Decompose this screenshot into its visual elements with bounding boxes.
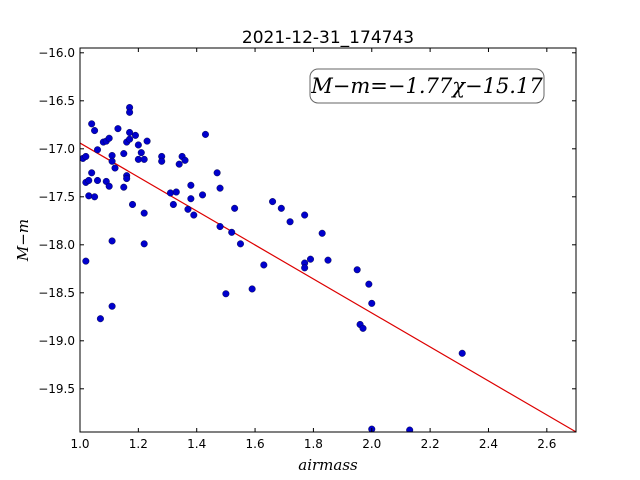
data-point [228,228,236,236]
data-point [368,299,376,307]
data-point [172,188,180,196]
y-tick-label: −19.5 [38,382,75,396]
y-axis-label: M−m [14,219,32,262]
data-point [286,218,294,226]
data-point [318,229,326,237]
y-tick-label: −17.0 [38,142,75,156]
data-point [105,134,113,142]
data-point [359,324,367,332]
data-point [169,200,177,208]
y-tick-label: −16.0 [38,46,75,60]
data-point [120,183,128,191]
x-axis-label: airmass [298,456,358,474]
data-point [184,205,192,213]
x-tick-label: 1.6 [246,437,265,451]
fit-annotation: M−m=−1.77χ−15.17 [310,74,543,98]
data-point [187,181,195,189]
x-tick-label: 1.4 [187,437,206,451]
data-point [94,176,102,184]
data-point [175,160,183,168]
data-point [277,204,285,212]
data-point [458,349,466,357]
data-point [114,125,122,133]
data-point [269,198,277,206]
data-point [108,157,116,165]
data-point [365,280,373,288]
data-point [236,240,244,248]
data-point [134,155,142,163]
data-point [324,256,332,264]
data-point [301,211,309,219]
data-point [140,240,148,248]
y-tick-label: −18.0 [38,238,75,252]
x-tick-label: 2.6 [537,437,556,451]
data-point [96,315,104,323]
fit-line [80,142,576,432]
data-point [216,223,224,231]
data-point [222,290,230,298]
x-tick-label: 2.2 [421,437,440,451]
data-point [108,237,116,245]
data-point [406,426,414,432]
data-point [126,135,134,143]
data-point [187,195,195,203]
y-tick-label: −16.5 [38,94,75,108]
x-tick-label: 2.0 [362,437,381,451]
data-point [129,200,137,208]
x-tick-label: 1.8 [304,437,323,451]
data-point [91,193,99,201]
data-point [85,192,93,200]
data-point [94,146,102,154]
data-point [126,128,134,136]
data-point [140,209,148,217]
x-tick-label: 1.0 [70,437,89,451]
data-point [126,108,134,116]
data-point [137,149,145,157]
data-point [140,155,148,163]
data-point [201,130,209,138]
data-point [85,176,93,184]
data-point [88,120,96,128]
y-tick-label: −18.5 [38,286,75,300]
data-point [216,184,224,192]
data-point [131,131,139,139]
data-point [213,169,221,177]
data-point [82,152,90,160]
plot-frame [79,47,577,433]
data-point [231,204,239,212]
data-point [82,257,90,265]
data-point [111,164,119,172]
data-point [301,264,309,272]
data-point [248,285,256,293]
data-point [199,191,207,199]
data-point [88,169,96,177]
y-tick-label: −17.5 [38,190,75,204]
data-point [181,156,189,164]
data-point [91,127,99,135]
data-point [143,137,151,145]
data-point [123,175,131,183]
y-tick-label: −19.0 [38,334,75,348]
data-point [158,157,166,165]
data-point [260,261,268,269]
data-point [108,302,116,310]
x-tick-label: 1.2 [129,437,148,451]
x-tick-label: 2.4 [479,437,498,451]
data-point [105,182,113,190]
data-point [190,211,198,219]
data-point [353,266,361,274]
data-point [134,141,142,149]
data-point [306,255,314,263]
chart-title: 2021-12-31_174743 [242,28,414,48]
fit-annotation-box: M−m=−1.77χ−15.17 [309,68,545,104]
data-point [166,189,174,197]
data-point [120,150,128,158]
